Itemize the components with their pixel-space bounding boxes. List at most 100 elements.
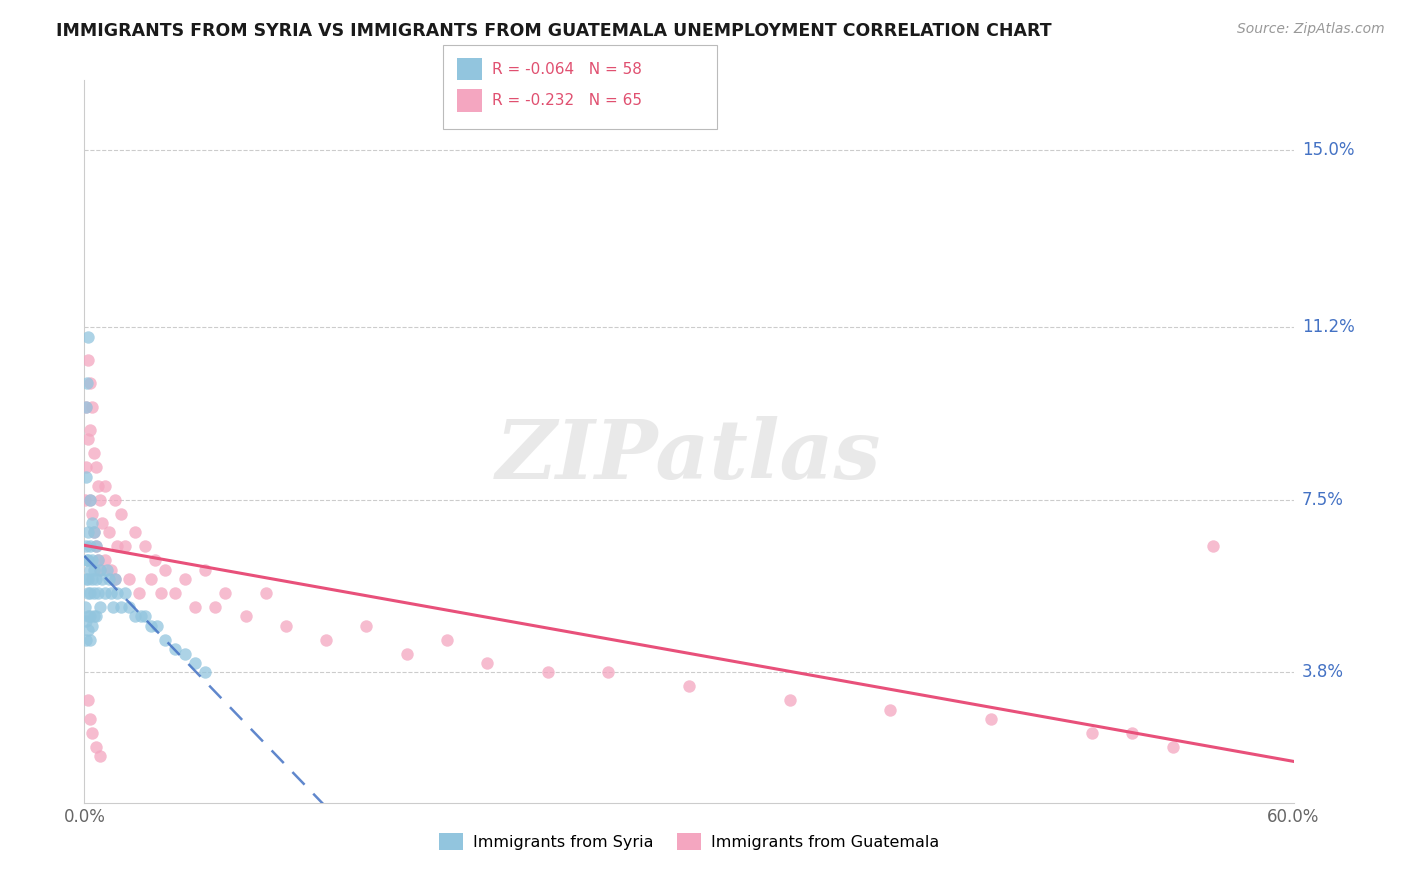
Point [153,563,176,577]
Point [118,572,141,586]
Point [139,572,162,586]
Point [87,479,110,493]
Point [194,665,217,680]
Point [1081,726,1104,740]
Point [83,525,105,540]
Point [214,586,236,600]
Point [75,469,97,483]
Point [86,739,108,754]
Point [79,492,101,507]
Point [87,553,110,567]
Point [598,665,620,680]
Point [139,618,162,632]
Point [75,460,97,475]
Point [86,572,108,586]
Point [146,618,169,632]
Point [82,572,104,586]
Text: R = -0.064   N = 58: R = -0.064 N = 58 [492,62,643,77]
Point [1202,540,1225,554]
Point [93,586,115,600]
Point [184,600,207,615]
Point [93,553,115,567]
Point [436,632,458,647]
Point [79,492,101,507]
Point [124,609,146,624]
Text: Source: ZipAtlas.com: Source: ZipAtlas.com [1237,22,1385,37]
Point [79,712,101,726]
Point [76,376,98,391]
Text: 11.2%: 11.2% [1302,318,1354,336]
Text: R = -0.232   N = 65: R = -0.232 N = 65 [492,93,643,108]
Point [110,507,132,521]
Point [779,693,801,707]
Point [1161,739,1184,754]
Point [77,624,100,638]
Point [87,586,110,600]
Point [82,400,104,414]
Point [118,600,141,615]
Point [128,586,150,600]
Point [75,572,97,586]
Point [104,572,127,586]
Point [77,353,100,368]
Point [86,540,108,554]
Point [82,618,104,632]
Point [184,656,207,670]
Point [101,600,124,615]
Point [75,400,97,414]
Point [97,525,120,540]
Point [87,553,110,567]
Point [91,516,114,530]
Point [104,572,127,586]
Point [79,586,101,600]
Point [82,553,104,567]
Point [75,600,97,615]
Point [537,665,560,680]
Point [89,749,111,764]
Point [678,679,700,693]
Point [77,525,100,540]
Point [1121,726,1143,740]
Text: 3.8%: 3.8% [1302,664,1344,681]
Point [75,540,97,554]
Point [76,553,98,567]
Point [105,586,128,600]
Point [89,563,111,577]
Point [100,586,122,600]
Point [77,572,100,586]
Point [83,563,105,577]
Point [153,632,176,647]
Text: 7.5%: 7.5% [1302,491,1344,508]
Point [86,540,108,554]
Point [134,540,156,554]
Point [114,540,136,554]
Point [104,492,127,507]
Point [79,376,101,391]
Point [86,460,108,475]
Point [356,618,378,632]
Point [79,609,101,624]
Point [134,609,156,624]
Point [315,632,337,647]
Point [83,609,105,624]
Point [194,563,217,577]
Point [110,600,132,615]
Point [82,726,104,740]
Point [274,618,297,632]
Point [165,586,187,600]
Point [114,586,136,600]
Legend: Immigrants from Syria, Immigrants from Guatemala: Immigrants from Syria, Immigrants from G… [433,827,945,856]
Point [77,693,100,707]
Point [149,586,172,600]
Point [89,563,111,577]
Point [83,446,105,460]
Point [879,702,901,716]
Point [97,572,120,586]
Point [75,400,97,414]
Point [79,632,101,647]
Point [235,609,257,624]
Point [89,600,111,615]
Text: IMMIGRANTS FROM SYRIA VS IMMIGRANTS FROM GUATEMALA UNEMPLOYMENT CORRELATION CHAR: IMMIGRANTS FROM SYRIA VS IMMIGRANTS FROM… [56,22,1052,40]
Point [75,632,97,647]
Point [77,553,100,567]
